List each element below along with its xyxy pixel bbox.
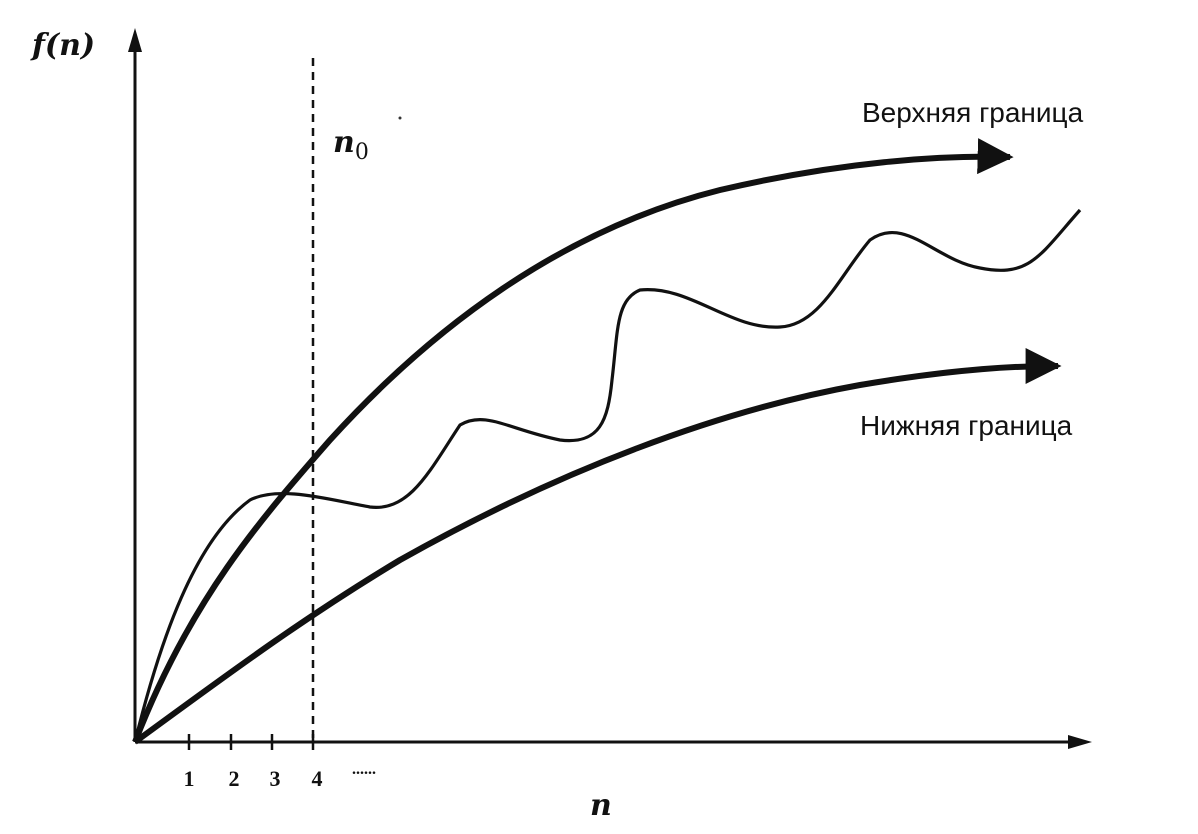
x-tick-label-4: 4 <box>312 766 323 791</box>
x-axis-label: n <box>590 788 612 823</box>
x-tick-ellipsis: ...... <box>352 761 376 778</box>
lower-bound-label: Нижняя граница <box>860 410 1073 441</box>
x-tick-label-3: 3 <box>270 766 281 791</box>
upper-bound-label: Верхняя граница <box>862 97 1084 128</box>
stray-dot <box>398 116 402 120</box>
x-axis-arrow-icon <box>1068 735 1092 749</box>
lower-bound-curve <box>133 348 1062 745</box>
x-tick-label-2: 2 <box>229 766 240 791</box>
n0-label-subscript: 0 <box>355 140 369 165</box>
y-axis-label: f(n) <box>30 28 95 63</box>
n0-label: n0 <box>333 125 369 165</box>
x-tick-label-1: 1 <box>184 766 195 791</box>
upper-bound-curve <box>132 138 1014 744</box>
y-axis-arrow-icon <box>128 28 142 52</box>
function-curve <box>133 208 1082 743</box>
n0-label-base: n <box>333 125 355 160</box>
